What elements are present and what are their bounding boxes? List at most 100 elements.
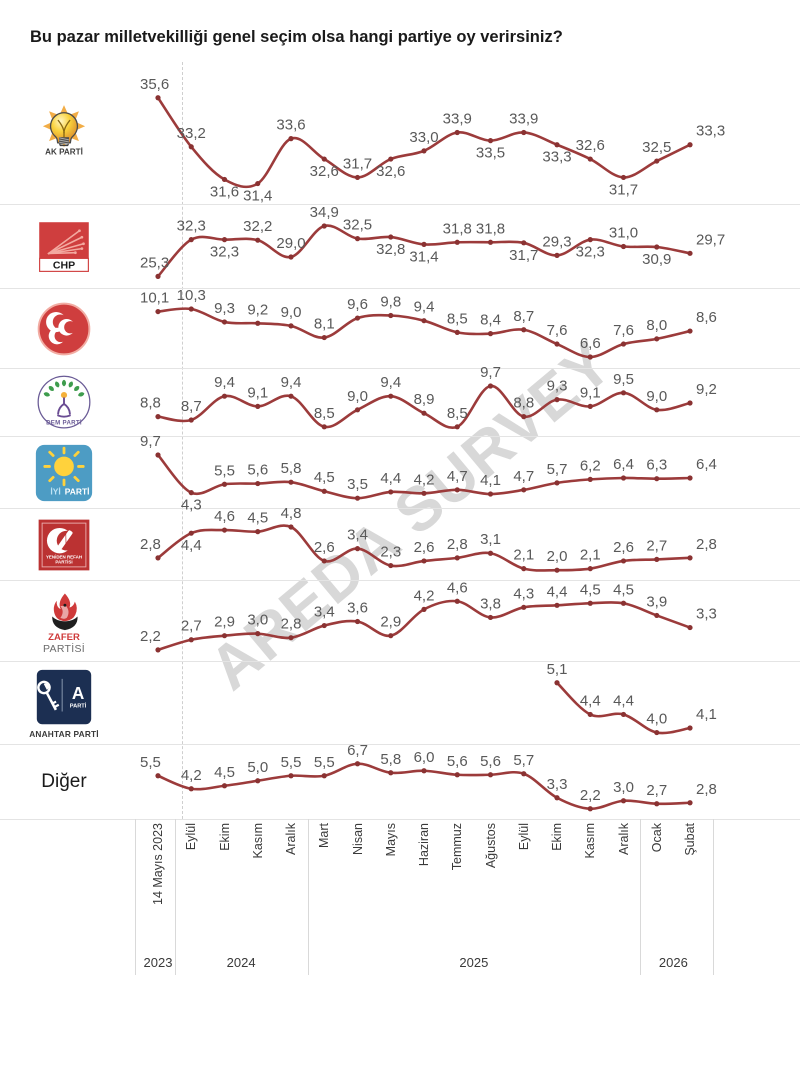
svg-text:6,6: 6,6 [580, 335, 601, 352]
svg-text:32,6: 32,6 [576, 137, 605, 154]
svg-text:5,8: 5,8 [281, 460, 302, 477]
svg-text:4,5: 4,5 [247, 510, 268, 527]
svg-text:9,7: 9,7 [480, 364, 501, 381]
svg-text:2,9: 2,9 [380, 614, 401, 631]
svg-text:DEM PARTİ: DEM PARTİ [46, 419, 82, 426]
svg-text:5,5: 5,5 [281, 754, 302, 771]
svg-text:4,2: 4,2 [181, 767, 202, 784]
svg-text:2,3: 2,3 [380, 544, 401, 561]
svg-text:5,5: 5,5 [140, 754, 161, 771]
svg-text:9,3: 9,3 [547, 378, 568, 395]
svg-text:3,0: 3,0 [247, 612, 268, 629]
svg-text:9,2: 9,2 [247, 301, 268, 318]
svg-text:2,8: 2,8 [696, 781, 717, 798]
svg-text:5,6: 5,6 [480, 753, 501, 770]
svg-text:9,6: 9,6 [347, 296, 368, 313]
svg-text:7,6: 7,6 [547, 322, 568, 339]
svg-text:8,5: 8,5 [314, 405, 335, 422]
svg-text:4,5: 4,5 [314, 469, 335, 486]
svg-text:35,6: 35,6 [140, 76, 169, 93]
svg-text:8,8: 8,8 [513, 395, 534, 412]
svg-text:4,4: 4,4 [547, 583, 568, 600]
svg-text:9,7: 9,7 [140, 433, 161, 450]
svg-text:31,7: 31,7 [343, 155, 372, 172]
svg-text:3,5: 3,5 [347, 476, 368, 493]
svg-text:9,4: 9,4 [380, 374, 401, 391]
svg-text:5,7: 5,7 [547, 461, 568, 478]
svg-text:9,0: 9,0 [347, 388, 368, 405]
svg-text:3,4: 3,4 [314, 604, 335, 621]
svg-text:5,8: 5,8 [380, 751, 401, 768]
svg-text:3,9: 3,9 [646, 593, 667, 610]
svg-text:8,7: 8,7 [181, 398, 202, 415]
svg-text:33,9: 33,9 [509, 110, 538, 127]
svg-text:2,6: 2,6 [414, 539, 435, 556]
svg-text:6,0: 6,0 [414, 749, 435, 766]
svg-text:2,8: 2,8 [447, 536, 468, 553]
svg-text:YENİDEN REFAH: YENİDEN REFAH [46, 553, 82, 559]
svg-text:4,5: 4,5 [613, 581, 634, 598]
svg-text:4,4: 4,4 [380, 470, 401, 487]
svg-text:2,2: 2,2 [140, 628, 161, 645]
svg-text:4,0: 4,0 [646, 711, 667, 728]
svg-text:9,0: 9,0 [281, 304, 302, 321]
svg-text:33,3: 33,3 [542, 149, 571, 166]
svg-text:4,3: 4,3 [513, 585, 534, 602]
svg-text:4,7: 4,7 [513, 468, 534, 485]
svg-text:4,4: 4,4 [613, 692, 634, 709]
svg-text:9,1: 9,1 [247, 384, 268, 401]
svg-text:8,8: 8,8 [140, 395, 161, 412]
svg-text:4,5: 4,5 [214, 764, 235, 781]
svg-text:4,8: 4,8 [281, 505, 302, 522]
svg-text:5,5: 5,5 [314, 754, 335, 771]
svg-text:31,4: 31,4 [409, 248, 438, 265]
svg-text:9,8: 9,8 [380, 293, 401, 310]
svg-text:25,3: 25,3 [140, 254, 169, 271]
svg-text:9,4: 9,4 [214, 374, 235, 391]
svg-text:33,6: 33,6 [276, 117, 305, 134]
svg-text:2,8: 2,8 [281, 616, 302, 633]
svg-text:34,9: 34,9 [310, 204, 339, 221]
svg-text:8,0: 8,0 [646, 317, 667, 334]
svg-text:4,6: 4,6 [447, 579, 468, 596]
svg-text:9,2: 9,2 [696, 381, 717, 398]
svg-text:6,4: 6,4 [696, 456, 717, 473]
svg-text:31,0: 31,0 [609, 224, 638, 241]
svg-text:8,1: 8,1 [314, 316, 335, 333]
svg-text:2,0: 2,0 [547, 548, 568, 565]
svg-text:31,4: 31,4 [243, 188, 272, 205]
svg-text:3,4: 3,4 [347, 527, 368, 544]
svg-text:2,6: 2,6 [613, 539, 634, 556]
svg-text:AK PARTİ: AK PARTİ [45, 147, 83, 156]
svg-text:3,0: 3,0 [613, 779, 634, 796]
svg-text:32,5: 32,5 [343, 217, 372, 234]
svg-text:CHP: CHP [53, 259, 75, 271]
svg-text:4,4: 4,4 [181, 537, 202, 554]
svg-text:29,0: 29,0 [276, 235, 305, 252]
svg-text:PARTİ: PARTİ [65, 486, 90, 496]
svg-text:9,5: 9,5 [613, 371, 634, 388]
svg-text:33,2: 33,2 [177, 125, 206, 142]
svg-text:4,6: 4,6 [214, 508, 235, 525]
svg-text:2,8: 2,8 [140, 536, 161, 553]
svg-text:7,6: 7,6 [613, 322, 634, 339]
svg-text:2,7: 2,7 [181, 618, 202, 635]
svg-text:ZAFER: ZAFER [48, 632, 80, 643]
svg-text:9,3: 9,3 [214, 300, 235, 317]
svg-text:2,2: 2,2 [580, 787, 601, 804]
svg-text:3,3: 3,3 [547, 776, 568, 793]
svg-text:5,5: 5,5 [214, 462, 235, 479]
svg-text:2,9: 2,9 [214, 614, 235, 631]
svg-text:2,7: 2,7 [646, 537, 667, 554]
svg-text:2,1: 2,1 [513, 547, 534, 564]
svg-text:8,6: 8,6 [696, 309, 717, 326]
svg-text:29,7: 29,7 [696, 231, 725, 248]
svg-text:3,6: 3,6 [347, 600, 368, 617]
svg-text:32,8: 32,8 [376, 241, 405, 258]
svg-text:32,5: 32,5 [642, 139, 671, 156]
svg-text:29,3: 29,3 [542, 233, 571, 250]
svg-text:32,3: 32,3 [177, 218, 206, 235]
svg-text:31,8: 31,8 [443, 220, 472, 237]
svg-text:32,2: 32,2 [243, 218, 272, 235]
svg-text:4,2: 4,2 [414, 587, 435, 604]
